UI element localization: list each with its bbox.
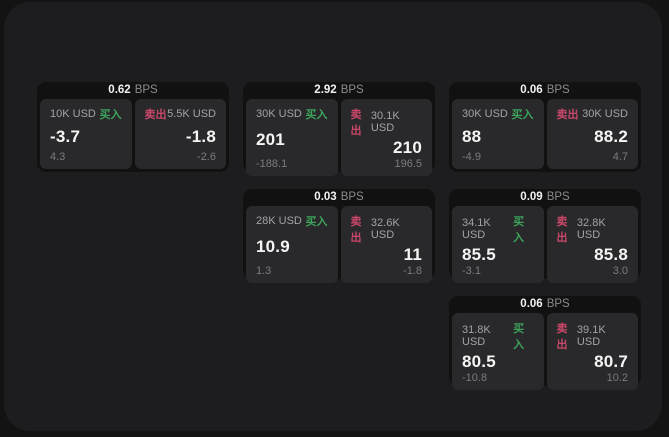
sell-amount: 32.6K USD bbox=[370, 217, 400, 241]
bps-value: 0.09 bbox=[520, 191, 543, 203]
sell-delta: 4.7 bbox=[612, 151, 628, 163]
buy-amount: 30K USD bbox=[256, 108, 302, 120]
quote-card: 0.06 BPS 31.8K USD 买入 80.5 -10.8 卖 bbox=[449, 296, 641, 390]
buy-price: 85.5 bbox=[462, 245, 496, 264]
tiles-row: 28K USD 买入 10.9 1.3 卖出 32.6K USD 11 -1.8 bbox=[246, 206, 432, 283]
card-header: 0.03 BPS bbox=[246, 189, 432, 206]
buy-tile[interactable]: 34.1K USD 买入 85.5 -3.1 bbox=[452, 206, 544, 283]
buy-tag: 买入 bbox=[513, 323, 525, 351]
buy-tile[interactable]: 28K USD 买入 10.9 1.3 bbox=[246, 206, 338, 283]
sell-tile[interactable]: 卖出 39.1K USD 80.7 10.2 bbox=[546, 313, 638, 390]
tiles-row: 10K USD 买入 -3.7 4.3 卖出 5.5K USD -1.8 -2.… bbox=[40, 99, 226, 169]
sell-delta: 196.5 bbox=[394, 158, 422, 170]
sell-tag: 卖出 bbox=[350, 216, 362, 244]
quote-card: 0.06 BPS 30K USD 买入 88 -4.9 卖出 bbox=[449, 82, 641, 172]
sell-amount: 5.5K USD bbox=[167, 108, 216, 120]
sell-tag: 卖出 bbox=[144, 109, 167, 121]
buy-tag: 买入 bbox=[305, 216, 328, 228]
tiles-row: 30K USD 买入 201 -188.1 卖出 30.1K USD 210 1… bbox=[246, 99, 432, 176]
sell-price: 88.2 bbox=[594, 126, 628, 146]
card-header: 0.06 BPS bbox=[452, 296, 638, 313]
buy-tag: 买入 bbox=[511, 109, 534, 121]
buy-tag: 买入 bbox=[513, 216, 525, 244]
sell-tag: 卖出 bbox=[350, 109, 362, 137]
sell-tile[interactable]: 卖出 32.8K USD 85.8 3.0 bbox=[546, 206, 638, 283]
tiles-row: 34.1K USD 买入 85.5 -3.1 卖出 32.8K USD 85.8… bbox=[452, 206, 638, 283]
buy-price: 10.9 bbox=[256, 237, 290, 256]
sell-tag: 卖出 bbox=[556, 109, 579, 121]
quote-cards-grid: 0.62 BPS 10K USD 买入 -3.7 4.3 卖出 bbox=[37, 82, 641, 390]
bps-value: 0.06 bbox=[520, 298, 543, 310]
sell-price: -1.8 bbox=[185, 126, 216, 146]
sell-price: 11 bbox=[403, 245, 422, 264]
buy-delta: -4.9 bbox=[462, 151, 481, 163]
tiles-row: 31.8K USD 买入 80.5 -10.8 卖出 39.1K USD 80.… bbox=[452, 313, 638, 390]
sell-delta: 10.2 bbox=[606, 372, 628, 384]
bps-unit-label: BPS bbox=[546, 191, 570, 203]
buy-amount: 31.8K USD bbox=[462, 324, 491, 348]
quote-card: 0.62 BPS 10K USD 买入 -3.7 4.3 卖出 bbox=[37, 82, 229, 172]
buy-amount: 30K USD bbox=[462, 108, 508, 120]
buy-tile[interactable]: 31.8K USD 买入 80.5 -10.8 bbox=[452, 313, 544, 390]
sell-amount: 30K USD bbox=[582, 108, 628, 120]
dashboard-panel: 0.62 BPS 10K USD 买入 -3.7 4.3 卖出 bbox=[4, 2, 662, 431]
buy-amount: 28K USD bbox=[256, 215, 302, 227]
sell-tile[interactable]: 卖出 5.5K USD -1.8 -2.6 bbox=[134, 99, 226, 169]
sell-tag: 卖出 bbox=[556, 323, 568, 351]
buy-delta: -188.1 bbox=[256, 158, 288, 170]
sell-delta: 3.0 bbox=[612, 265, 628, 277]
buy-delta: -10.8 bbox=[462, 372, 488, 384]
buy-tag: 买入 bbox=[99, 109, 122, 121]
bps-unit-label: BPS bbox=[340, 84, 364, 96]
buy-price: -3.7 bbox=[50, 126, 81, 146]
buy-amount: 10K USD bbox=[50, 108, 96, 120]
sell-delta: -2.6 bbox=[197, 151, 216, 163]
sell-amount: 39.1K USD bbox=[576, 324, 606, 348]
bps-value: 2.92 bbox=[314, 84, 337, 96]
sell-tile[interactable]: 卖出 30.1K USD 210 196.5 bbox=[340, 99, 432, 176]
bps-unit-label: BPS bbox=[546, 84, 570, 96]
sell-tile[interactable]: 卖出 32.6K USD 11 -1.8 bbox=[340, 206, 432, 283]
buy-tile[interactable]: 30K USD 买入 201 -188.1 bbox=[246, 99, 338, 176]
buy-tile[interactable]: 30K USD 买入 88 -4.9 bbox=[452, 99, 544, 169]
buy-price: 88 bbox=[462, 126, 482, 146]
bps-unit-label: BPS bbox=[546, 298, 570, 310]
quote-card: 0.09 BPS 34.1K USD 买入 85.5 -3.1 卖出 bbox=[449, 189, 641, 283]
buy-tag: 买入 bbox=[305, 109, 328, 121]
bps-value: 0.62 bbox=[108, 84, 131, 96]
buy-price: 80.5 bbox=[462, 352, 496, 371]
bps-value: 0.06 bbox=[520, 84, 543, 96]
bps-unit-label: BPS bbox=[340, 191, 364, 203]
quote-card: 2.92 BPS 30K USD 买入 201 -188.1 卖出 bbox=[243, 82, 435, 176]
sell-amount: 32.8K USD bbox=[576, 217, 606, 241]
card-header: 0.06 BPS bbox=[452, 82, 638, 99]
sell-price: 80.7 bbox=[594, 352, 628, 371]
sell-tile[interactable]: 卖出 30K USD 88.2 4.7 bbox=[546, 99, 638, 169]
buy-delta: 4.3 bbox=[50, 151, 66, 163]
buy-price: 201 bbox=[256, 130, 285, 149]
bps-value: 0.03 bbox=[314, 191, 337, 203]
card-header: 0.09 BPS bbox=[452, 189, 638, 206]
quote-card: 0.03 BPS 28K USD 买入 10.9 1.3 卖出 bbox=[243, 189, 435, 283]
card-header: 2.92 BPS bbox=[246, 82, 432, 99]
sell-delta: -1.8 bbox=[403, 265, 422, 277]
sell-tag: 卖出 bbox=[556, 216, 568, 244]
sell-price: 85.8 bbox=[594, 245, 628, 264]
buy-tile[interactable]: 10K USD 买入 -3.7 4.3 bbox=[40, 99, 132, 169]
sell-amount: 30.1K USD bbox=[370, 110, 400, 134]
buy-delta: -3.1 bbox=[462, 265, 481, 277]
buy-delta: 1.3 bbox=[256, 265, 272, 277]
buy-amount: 34.1K USD bbox=[462, 217, 491, 241]
card-header: 0.62 BPS bbox=[40, 82, 226, 99]
tiles-row: 30K USD 买入 88 -4.9 卖出 30K USD 88.2 4.7 bbox=[452, 99, 638, 169]
bps-unit-label: BPS bbox=[134, 84, 158, 96]
sell-price: 210 bbox=[393, 138, 422, 157]
